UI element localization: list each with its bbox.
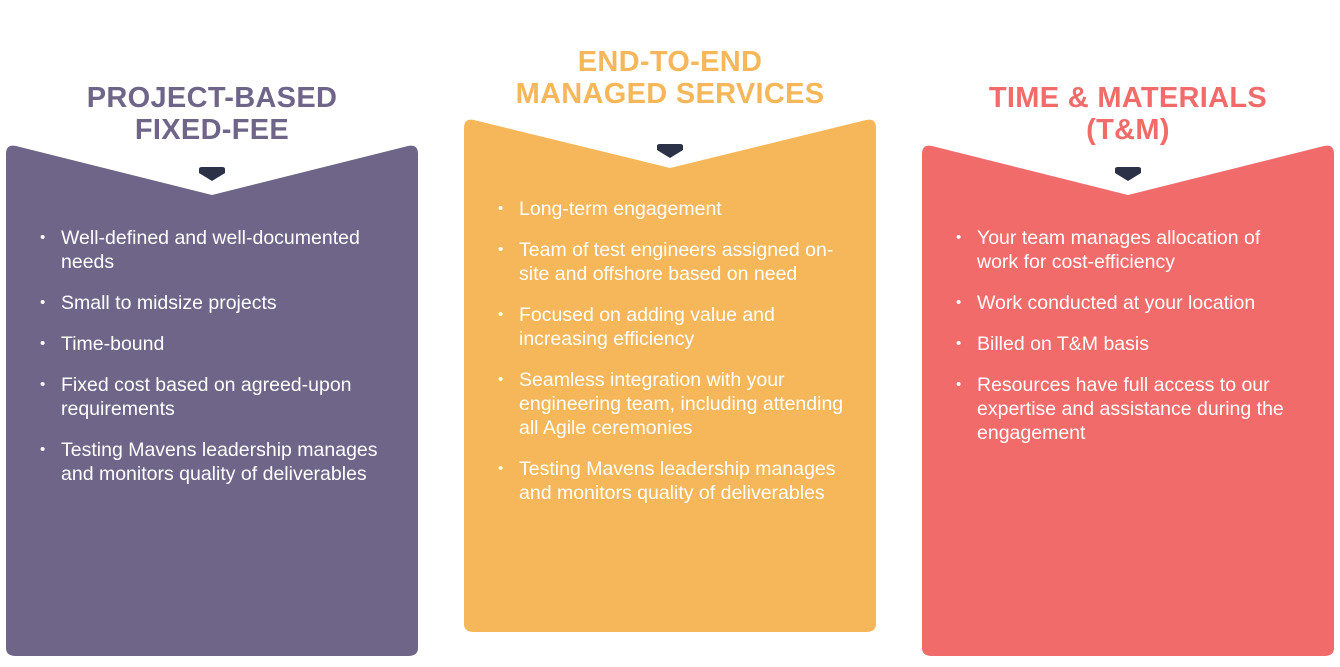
column-time-materials: TIME & MATERIALS (T&M) Your team manages… xyxy=(922,0,1334,667)
feature-list: Well-defined and well-documented needs S… xyxy=(40,226,390,503)
list-item: Focused on adding value and increasing e… xyxy=(498,303,848,351)
list-item: Billed on T&M basis xyxy=(956,332,1306,356)
list-item: Resources have full access to our expert… xyxy=(956,373,1306,445)
chevron-down-icon xyxy=(657,144,683,158)
list-item: Well-defined and well-documented needs xyxy=(40,226,390,274)
title-line: FIXED-FEE xyxy=(134,114,290,146)
feature-list: Long-term engagement Team of test engine… xyxy=(498,197,848,522)
list-item: Testing Mavens leadership manages and mo… xyxy=(40,438,390,486)
feature-list: Your team manages allocation of work for… xyxy=(956,226,1306,462)
title-line: MANAGED SERVICES xyxy=(515,78,825,110)
chevron-down-icon xyxy=(199,167,225,181)
title-line: PROJECT-BASED xyxy=(86,82,338,114)
list-item: Your team manages allocation of work for… xyxy=(956,226,1306,274)
list-item: Long-term engagement xyxy=(498,197,848,221)
column-title: END-TO-END MANAGED SERVICES xyxy=(464,46,876,110)
title-line: TIME & MATERIALS xyxy=(988,82,1268,114)
list-item: Small to midsize projects xyxy=(40,291,390,315)
list-item: Work conducted at your location xyxy=(956,291,1306,315)
list-item: Fixed cost based on agreed-upon requirem… xyxy=(40,373,390,421)
title-line: END-TO-END xyxy=(577,46,763,78)
chevron-down-icon xyxy=(1115,167,1141,181)
column-title: PROJECT-BASED FIXED-FEE xyxy=(6,82,418,146)
list-item: Team of test engineers assigned on-site … xyxy=(498,238,848,286)
column-managed-services: END-TO-END MANAGED SERVICES Long-term en… xyxy=(464,0,876,667)
column-project-based: PROJECT-BASED FIXED-FEE Well-defined and… xyxy=(6,0,418,667)
title-line: (T&M) xyxy=(1086,114,1170,146)
list-item: Seamless integration with your engineeri… xyxy=(498,368,848,440)
list-item: Testing Mavens leadership manages and mo… xyxy=(498,457,848,505)
column-title: TIME & MATERIALS (T&M) xyxy=(922,82,1334,146)
list-item: Time-bound xyxy=(40,332,390,356)
